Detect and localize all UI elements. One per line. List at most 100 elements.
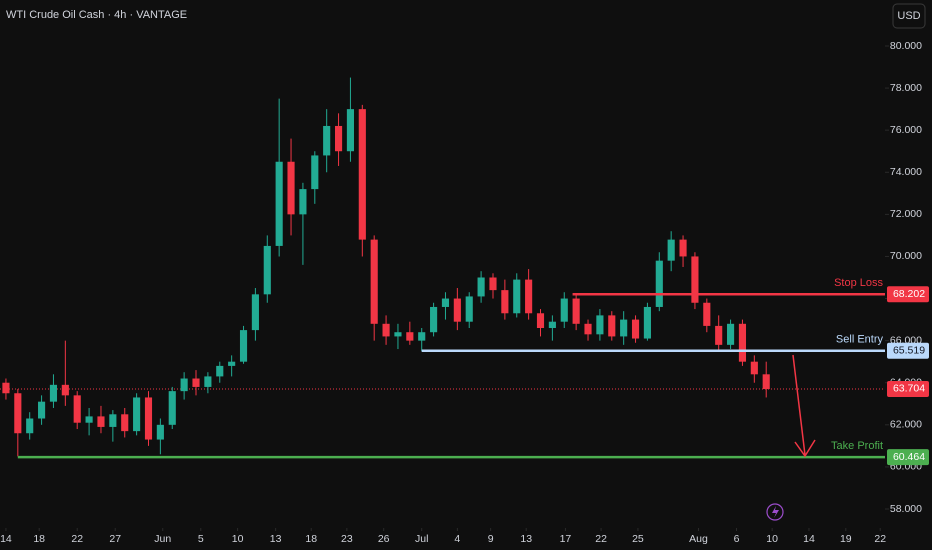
candle-body: [323, 125, 331, 156]
level-price-label: 65.519: [893, 345, 925, 357]
level-name: Sell Entry: [836, 334, 884, 346]
candle-body: [144, 397, 153, 440]
candle-body: [121, 414, 129, 432]
candle-body: [655, 260, 663, 307]
candle-body: [228, 361, 236, 366]
y-tick-label: 72.000: [890, 208, 922, 220]
last-price-box: [887, 380, 929, 397]
candle-body: [715, 325, 723, 345]
level-price-box: [887, 286, 929, 303]
candle-body: [691, 256, 699, 303]
x-tick-label: 4: [454, 533, 460, 545]
candle-body: [73, 395, 81, 423]
level-name: Take Profit: [831, 440, 883, 452]
y-tick-label: 70.000: [890, 250, 922, 262]
candle-body: [679, 239, 687, 257]
x-tick-label: Aug: [689, 533, 708, 545]
candle-body: [513, 279, 521, 314]
x-tick-label: Jul: [415, 533, 428, 545]
chart-title: WTI Crude Oil Cash · 4h · VANTAGE: [6, 9, 187, 21]
candle-body: [26, 418, 34, 434]
candle-body: [334, 125, 343, 152]
x-tick-label: 22: [595, 533, 607, 545]
candle-body: [608, 315, 616, 337]
candle-body: [2, 382, 10, 394]
y-tick-label: 74.000: [890, 166, 922, 178]
candle-body: [489, 277, 497, 291]
candle-body: [204, 376, 212, 387]
x-tick-label: 6: [734, 533, 740, 545]
level-price-box: [887, 449, 929, 466]
y-tick-label: 62.000: [890, 419, 922, 431]
x-tick-label: Jun: [154, 533, 171, 545]
x-tick-label: 23: [341, 533, 353, 545]
candle-body: [596, 315, 604, 335]
candle-body: [525, 279, 533, 314]
candle-body: [346, 109, 354, 152]
candle-body: [572, 298, 580, 324]
currency-label[interactable]: USD: [897, 10, 920, 22]
projection-arrow: [792, 354, 816, 458]
x-tick-label: 14: [0, 533, 12, 545]
event-icon[interactable]: [766, 503, 784, 521]
candle-body: [453, 298, 461, 322]
candle-body: [631, 319, 640, 339]
candle-body: [239, 330, 248, 362]
candle-body: [477, 277, 485, 297]
x-tick-label: 9: [488, 533, 494, 545]
candle-body: [643, 306, 651, 339]
x-tick-label: 13: [270, 533, 282, 545]
level-name: Stop Loss: [834, 277, 883, 289]
candle-body: [548, 321, 556, 329]
candle-body: [560, 298, 568, 322]
candle-body: [394, 332, 402, 337]
y-tick-label: 80.000: [890, 40, 922, 52]
currency-button[interactable]: [892, 3, 926, 29]
candle-body: [85, 416, 93, 423]
x-tick-label: 25: [632, 533, 644, 545]
x-tick-label: 17: [560, 533, 572, 545]
candle-body: [192, 378, 200, 387]
candle-body: [299, 189, 307, 215]
candle-body: [418, 332, 426, 341]
candle-body: [620, 319, 628, 337]
event-icon-bolt: [772, 506, 779, 518]
y-tick-label: 78.000: [890, 82, 922, 94]
candle-body: [501, 290, 509, 314]
x-tick-label: 10: [232, 533, 244, 545]
candle-body: [49, 384, 58, 402]
candle-body: [584, 323, 592, 335]
y-tick-label: 58.000: [890, 503, 922, 515]
candle-body: [358, 109, 366, 240]
candle-body: [251, 294, 259, 331]
x-tick-label: 19: [840, 533, 852, 545]
level-price-label: 68.202: [893, 288, 925, 300]
candle-body: [430, 306, 438, 333]
candle-body: [382, 323, 390, 337]
candle-body: [727, 323, 735, 345]
x-tick-label: 18: [305, 533, 317, 545]
candle-body: [441, 298, 450, 307]
candle-body: [667, 239, 675, 261]
candle-body: [311, 155, 319, 190]
x-tick-label: 22: [874, 533, 886, 545]
candle-body: [703, 302, 711, 326]
x-tick-label: 18: [33, 533, 45, 545]
candle-body: [61, 384, 69, 396]
candle-body: [750, 361, 758, 375]
y-tick-label: 76.000: [890, 124, 922, 136]
level-price-box: [887, 342, 929, 359]
candle-body: [109, 414, 117, 427]
candle-body: [536, 313, 545, 329]
last-price-label: 63.704: [893, 383, 925, 395]
x-tick-label: 26: [378, 533, 390, 545]
candle-body: [180, 378, 188, 392]
candle-body: [97, 416, 105, 427]
candle-body: [216, 365, 224, 377]
candle-body: [156, 424, 164, 440]
candle-body: [370, 239, 378, 324]
x-tick-label: 14: [803, 533, 815, 545]
